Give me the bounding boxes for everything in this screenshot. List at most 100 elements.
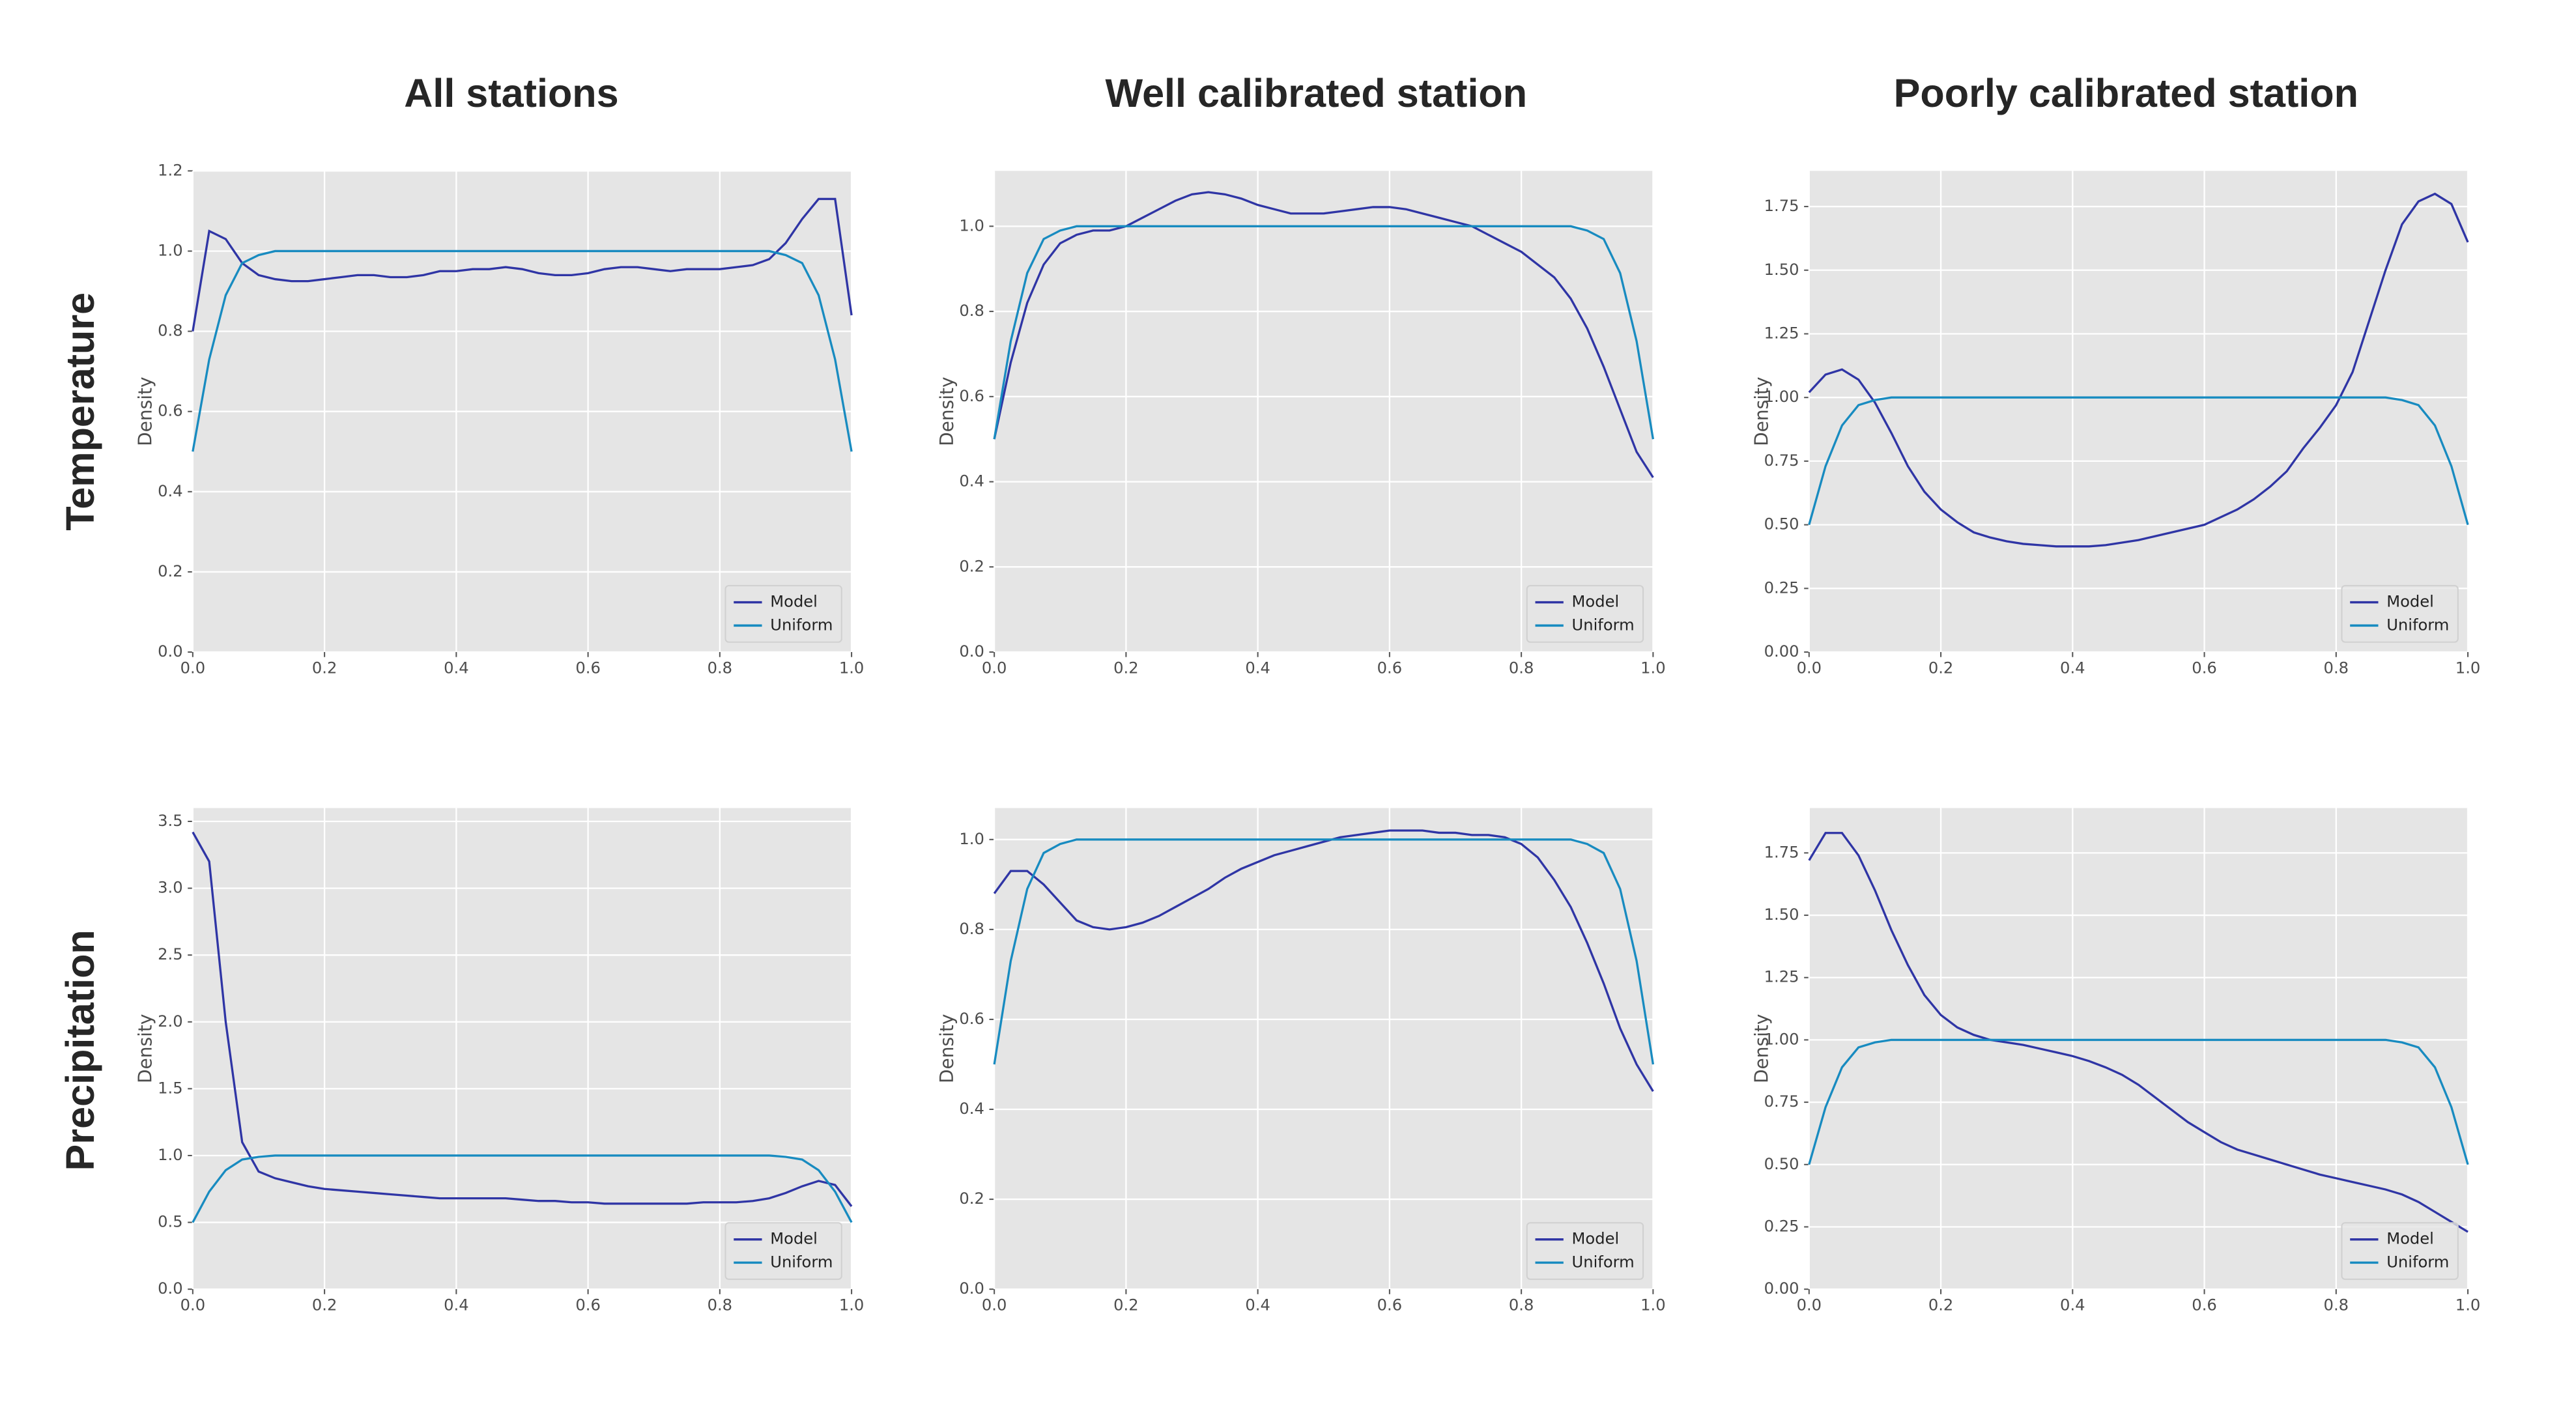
y-tick-label: 1.50 [1764,261,1799,279]
x-tick-label: 1.0 [1640,659,1665,677]
y-tick-label: 1.0 [158,1146,182,1164]
x-tick-label: 0.8 [708,1296,732,1315]
x-tick-label: 0.6 [1377,659,1402,677]
y-tick-label: 0.8 [959,302,984,320]
y-tick-label: 1.50 [1764,905,1799,924]
y-tick-label: 0.2 [959,557,984,575]
y-tick-label: 0.6 [959,387,984,405]
legend-label: Model [2386,593,2434,611]
y-tick-label: 1.0 [158,241,182,259]
y-tick-label: 0.0 [158,1279,182,1298]
legend-box [2341,1222,2459,1280]
y-tick-label: 1.25 [1764,324,1799,342]
x-tick-label: 0.6 [575,1296,600,1315]
y-tick-label: 0.25 [1764,578,1799,597]
y-tick-label: 0.5 [158,1213,182,1231]
line-series [192,1154,853,1223]
x-tick-label: 0.4 [444,659,468,677]
legend-label: Model [1572,593,1620,611]
x-tick-label: 0.0 [982,659,1007,677]
y-axis-label: Density [1751,377,1772,446]
x-tick-label: 0.8 [2324,659,2349,677]
y-tick-label: 0.75 [1764,451,1799,470]
x-tick-label: 0.8 [1509,659,1534,677]
y-tick-label: 1.5 [158,1079,182,1097]
y-tick-label: 0.2 [158,562,182,580]
x-tick-label: 0.6 [575,659,600,677]
x-tick-label: 0.4 [444,1296,468,1315]
line-series [993,829,1654,1092]
line-series [1808,192,2469,548]
column-title: Well calibrated station [1105,71,1527,115]
y-tick-label: 3.0 [158,879,182,897]
y-tick-label: 1.00 [1764,388,1799,406]
plot-area [994,171,1653,653]
x-tick-label: 0.0 [982,1296,1007,1315]
y-tick-label: 3.5 [158,812,182,830]
line-series [1808,1038,2469,1165]
plot-area [1809,171,2469,653]
x-tick-label: 1.0 [2455,659,2480,677]
y-axis-label: Density [135,377,156,446]
x-tick-label: 1.0 [839,659,864,677]
y-tick-label: 0.0 [959,642,984,661]
x-tick-label: 0.8 [1509,1296,1534,1315]
line-series [192,197,853,332]
y-tick-label: 1.0 [959,830,984,848]
y-tick-label: 2.0 [158,1012,182,1030]
legend-label: Uniform [1572,616,1635,634]
plot-area [1809,808,2469,1290]
x-tick-label: 1.0 [839,1296,864,1315]
y-tick-label: 0.6 [959,1010,984,1028]
legend-box [724,1222,842,1280]
line-series [993,225,1655,440]
column-title: Poorly calibrated station [1894,71,2358,115]
x-tick-label: 0.4 [1245,1296,1270,1315]
line-series [993,838,1655,1065]
x-tick-label: 0.8 [2324,1296,2349,1315]
y-tick-label: 1.0 [959,216,984,234]
legend-label: Uniform [770,1253,833,1271]
row-label: Precipitation [58,930,102,1171]
x-tick-label: 0.4 [2060,1296,2085,1315]
y-tick-label: 0.6 [158,402,182,420]
legend-box [1526,585,1644,643]
legend-label: Uniform [2386,1253,2449,1271]
y-tick-label: 0.8 [959,920,984,938]
y-axis-label: Density [936,377,958,446]
x-tick-label: 1.0 [2455,1296,2480,1315]
y-tick-label: 0.8 [158,322,182,340]
y-tick-label: 1.2 [158,161,182,179]
y-tick-label: 0.25 [1764,1217,1799,1235]
legend-label: Model [770,1230,818,1248]
x-tick-label: 0.2 [1113,659,1138,677]
x-tick-label: 0.6 [2192,659,2216,677]
legend-box [1526,1222,1644,1280]
y-tick-label: 0.4 [959,1100,984,1118]
y-tick-label: 1.75 [1764,843,1799,861]
x-tick-label: 0.4 [2060,659,2085,677]
x-tick-label: 0.2 [312,659,337,677]
x-tick-label: 0.0 [1797,659,1822,677]
y-tick-label: 1.75 [1764,197,1799,215]
legend-label: Uniform [1572,1253,1635,1271]
y-tick-label: 0.50 [1764,515,1799,533]
line-series [1808,832,2469,1233]
x-tick-label: 0.6 [1377,1296,1402,1315]
x-tick-label: 0.2 [1928,659,1953,677]
y-tick-label: 0.00 [1764,1279,1799,1298]
plot-area [192,808,852,1290]
y-tick-label: 1.00 [1764,1030,1799,1048]
legend-label: Uniform [770,616,833,634]
legend-box [2341,585,2459,643]
x-tick-label: 0.4 [1245,659,1270,677]
y-tick-label: 0.0 [959,1279,984,1298]
y-axis-label: Density [1751,1014,1772,1083]
x-tick-label: 0.2 [312,1296,337,1315]
x-tick-label: 0.0 [180,1296,205,1315]
y-axis-label: Density [135,1014,156,1083]
y-tick-label: 0.50 [1764,1155,1799,1173]
x-tick-label: 1.0 [1640,1296,1665,1315]
legend-label: Model [770,593,818,611]
